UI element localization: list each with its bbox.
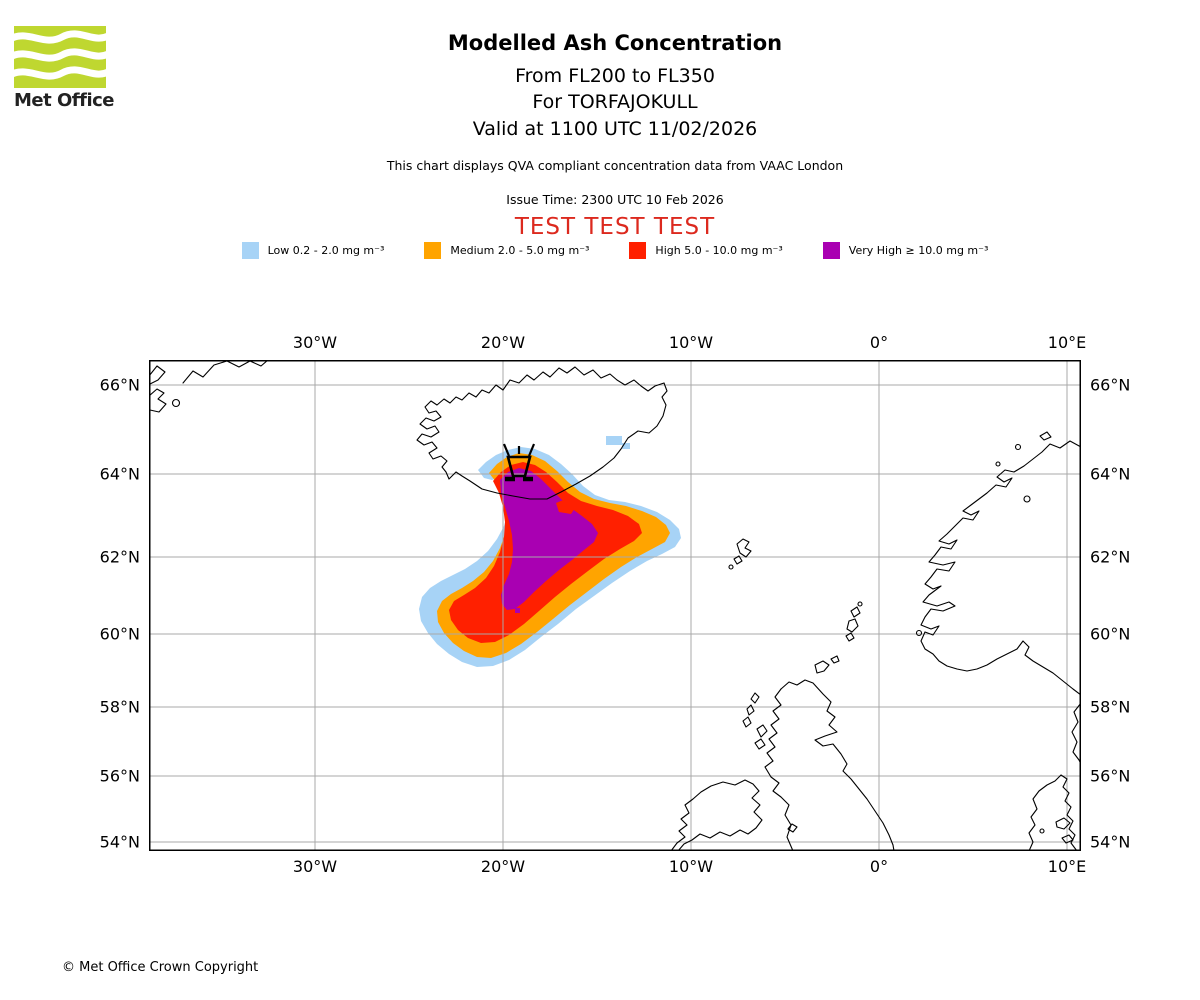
coast-shetland [846,618,859,633]
ytick-left-64n: 64°N [99,464,140,484]
ash-plume-contours [419,436,681,667]
graticule [149,360,1081,851]
coast-orkney [814,660,830,674]
ytick-right-56n: 56°N [1090,766,1131,786]
xtick-bottom-0: 0° [869,857,889,876]
coast-britain-west [764,688,794,851]
ytick-right-62n: 62°N [1090,547,1131,567]
ytick-right-66n: 66°N [1090,375,1131,395]
coast-faroes-islet [728,564,734,570]
high-swatch [629,242,647,259]
coast-shetland [845,632,855,642]
coast-norway-islet [915,629,923,637]
coast-denmark-islet [1039,828,1045,834]
legend-label-high: High 5.0 - 10.0 mg m⁻³ [655,244,783,257]
coast-norway-island [1039,431,1052,441]
coast-faroes [736,538,752,558]
ytick-left-56n: 56°N [99,766,140,786]
ytick-left-54n: 54°N [99,832,140,852]
medium-swatch [424,242,442,259]
xtick-top-20w: 20°W [480,333,526,352]
coast-ireland [670,779,763,851]
ytick-left-60n: 60°N [99,624,140,644]
very-high-swatch [822,242,840,259]
xtick-top-30w: 30°W [292,333,338,352]
xtick-bottom-10e: 10°E [1047,857,1087,876]
coast-norway-islet [995,461,1001,467]
xtick-bottom-30w: 30°W [292,857,338,876]
met-office-logo: Met Office [14,26,144,111]
coast-hebrides [750,692,760,704]
coast-norway [920,440,1081,696]
coast-shetland-islet [857,601,863,607]
coast-iceland [416,366,668,500]
coastlines [149,360,1081,851]
coast-denmark-island [1055,817,1071,830]
legend-item-high: High 5.0 - 10.0 mg m⁻³ [629,242,783,259]
ytick-right-58n: 58°N [1090,697,1131,717]
legend-item-medium: Medium 2.0 - 5.0 mg m⁻³ [424,242,589,259]
ytick-right-60n: 60°N [1090,624,1131,644]
coast-greenland [149,365,166,385]
coast-britain-east [780,679,895,851]
map-plot [149,360,1081,851]
compliance-note: This chart displays QVA compliant concen… [386,158,844,173]
coast-denmark-island [1061,834,1074,844]
coast-orkney [830,655,840,664]
test-banner: TEST TEST TEST [514,214,716,240]
met-office-logo-icon [14,26,106,88]
xtick-top-10e: 10°E [1047,333,1087,352]
map-border [149,360,1081,851]
ytick-left-58n: 58°N [99,697,140,717]
page-title: Modelled Ash Concentration [447,31,783,55]
coast-shetland [850,606,861,618]
coast-sweden [1071,702,1081,765]
legend-item-low: Low 0.2 - 2.0 mg m⁻³ [241,242,385,259]
coast-greenland-islet [171,398,181,408]
ytick-right-64n: 64°N [1090,464,1131,484]
xtick-top-0: 0° [869,333,889,352]
xtick-bottom-20w: 20°W [480,857,526,876]
subtitle-valid-time: Valid at 1100 UTC 11/02/2026 [472,118,758,140]
coast-faroes [733,555,743,565]
legend: Low 0.2 - 2.0 mg m⁻³ Medium 2.0 - 5.0 mg… [30,242,1200,259]
legend-label-very-high: Very High ≥ 10.0 mg m⁻³ [848,244,989,257]
subtitle-flight-levels: From FL200 to FL350 [515,65,715,87]
plume-low-speck [622,443,630,449]
ytick-left-66n: 66°N [99,375,140,395]
coast-denmark [1028,774,1078,851]
ytick-left-62n: 62°N [99,547,140,567]
xtick-top-10w: 10°W [668,333,714,352]
subtitle-volcano: For TORFAJOKULL [532,91,698,113]
plume-very-high-speck [515,608,520,613]
plume-very-high-contour [500,468,598,610]
xtick-bottom-10w: 10°W [668,857,714,876]
coast-norway-islet [1014,443,1022,451]
coast-hebrides [742,716,752,728]
copyright: © Met Office Crown Copyright [62,960,259,975]
met-office-logo-text: Met Office [14,90,115,111]
coast-greenland [149,388,167,413]
coast-hebrides [754,738,766,750]
legend-label-low: Low 0.2 - 2.0 mg m⁻³ [267,244,385,257]
plume-low-speck [606,436,622,445]
issue-time: Issue Time: 2300 UTC 10 Feb 2026 [506,192,724,207]
plume-high-inner-patch [556,498,577,514]
coast-isle-of-man [787,823,798,833]
coast-norway-lake [1023,495,1031,503]
coast-hebrides [756,724,768,738]
ytick-right-54n: 54°N [1090,832,1131,852]
low-swatch [241,242,259,259]
coast-hebrides [746,704,755,716]
volcano-icon [502,443,536,482]
coast-greenland [182,360,269,384]
legend-label-medium: Medium 2.0 - 5.0 mg m⁻³ [450,244,590,257]
legend-item-very-high: Very High ≥ 10.0 mg m⁻³ [822,242,989,259]
